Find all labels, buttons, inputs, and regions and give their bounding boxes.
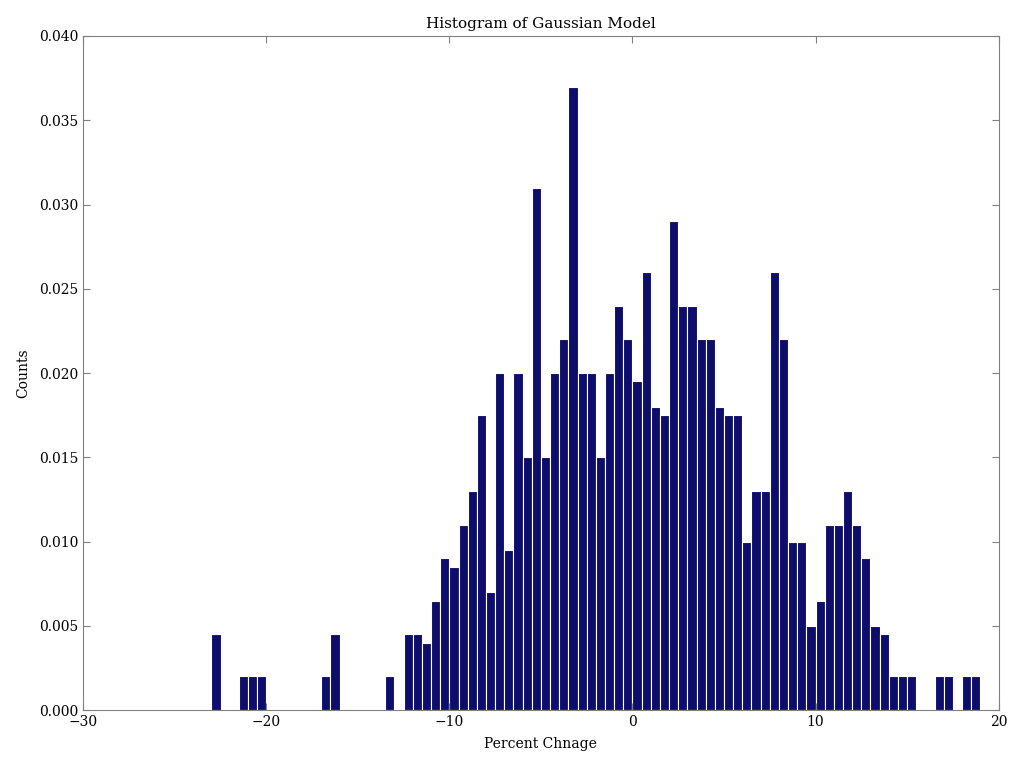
Bar [468,491,477,710]
Bar [513,373,522,710]
Bar [779,339,788,710]
Bar [459,525,468,710]
Bar [239,677,248,710]
Bar [413,634,422,710]
Bar [650,407,659,710]
Bar [496,373,504,710]
Bar [624,339,633,710]
Bar [211,634,220,710]
Bar [486,592,496,710]
Bar [696,339,706,710]
Bar [861,558,870,710]
Bar [935,677,944,710]
Bar [687,306,696,710]
Bar [614,306,624,710]
Bar [422,643,431,710]
Bar [659,415,669,710]
Bar [587,373,596,710]
Bar [898,677,907,710]
Y-axis label: Counts: Counts [16,348,31,398]
Bar [944,677,952,710]
Bar [742,541,752,710]
Bar [257,677,266,710]
X-axis label: Percent Chnage: Percent Chnage [484,737,597,751]
Bar [578,373,587,710]
Bar [880,634,889,710]
Bar [403,634,413,710]
Bar [559,339,568,710]
Bar [541,457,550,710]
Bar [550,373,559,710]
Bar [504,550,513,710]
Bar [248,677,257,710]
Title: Histogram of Gaussian Model: Histogram of Gaussian Model [426,17,655,31]
Bar [605,373,614,710]
Bar [724,415,733,710]
Bar [431,601,440,710]
Bar [642,272,650,710]
Bar [322,677,331,710]
Bar [440,558,450,710]
Bar [761,491,770,710]
Bar [568,87,578,710]
Bar [331,634,340,710]
Bar [770,272,779,710]
Bar [450,567,459,710]
Bar [889,677,898,710]
Bar [531,187,541,710]
Bar [669,221,678,710]
Bar [870,626,880,710]
Bar [788,541,798,710]
Bar [907,677,916,710]
Bar [385,677,394,710]
Bar [798,541,806,710]
Bar [971,677,980,710]
Bar [706,339,715,710]
Bar [733,415,742,710]
Bar [678,306,687,710]
Bar [852,525,861,710]
Bar [752,491,761,710]
Bar [522,457,531,710]
Bar [815,601,824,710]
Bar [715,407,724,710]
Bar [477,415,486,710]
Bar [806,626,815,710]
Bar [834,525,843,710]
Bar [824,525,834,710]
Bar [843,491,852,710]
Bar [596,457,605,710]
Bar [633,382,642,710]
Bar [962,677,971,710]
